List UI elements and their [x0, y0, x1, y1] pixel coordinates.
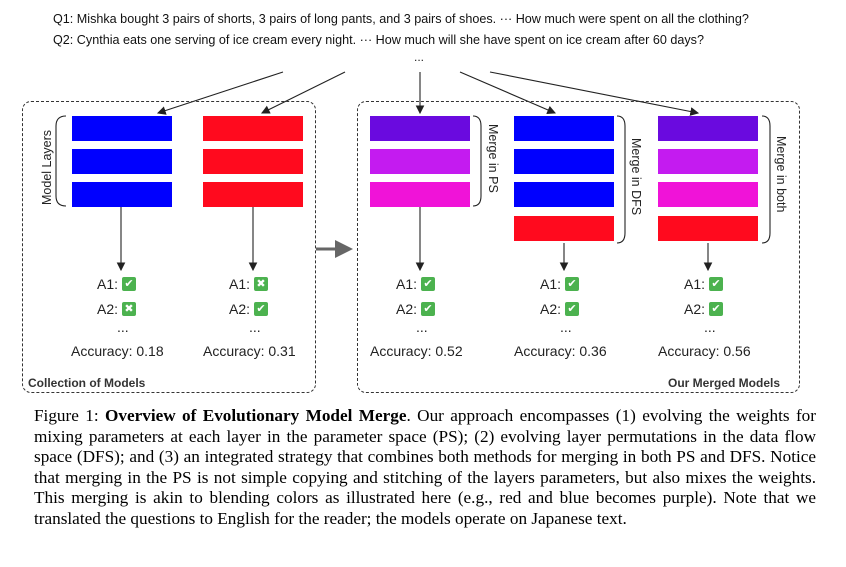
layer-bar — [514, 149, 614, 174]
layer-bar — [203, 116, 303, 141]
accuracy-label: Accuracy: 0.36 — [514, 343, 607, 359]
answer-label: A1: — [540, 276, 562, 292]
caption-prefix: Figure 1: — [34, 406, 106, 425]
answer-a2: A2: ✖ — [97, 301, 137, 317]
answer-label: A2: — [229, 301, 251, 317]
answer-a1: A1: ✔ — [97, 276, 137, 292]
check-mark-icon: ✔ — [122, 277, 137, 291]
layer-bar — [203, 182, 303, 207]
layer-bar — [72, 149, 172, 174]
arrow-q-to-m4 — [459, 71, 557, 114]
answer-label: A1: — [97, 276, 119, 292]
layer-bar — [514, 216, 614, 241]
answer-label: A2: — [396, 301, 418, 317]
answer-a2: A2: ✔ — [396, 301, 436, 317]
answer-label: A1: — [684, 276, 706, 292]
model-layers-label: Model Layers — [40, 129, 54, 205]
check-mark-icon: ✔ — [709, 277, 724, 291]
check-mark-icon: ✔ — [709, 302, 724, 316]
answer-a1: A1: ✔ — [540, 276, 580, 292]
arrow-q-to-m1 — [156, 71, 284, 115]
brace-merge-ps — [472, 115, 482, 207]
figure-caption: Figure 1: Overview of Evolutionary Model… — [34, 406, 816, 530]
question-2: Q2: Cynthia eats one serving of ice crea… — [53, 33, 704, 47]
cross-mark-icon: ✖ — [254, 277, 269, 291]
accuracy-label: Accuracy: 0.56 — [658, 343, 751, 359]
layer-bar — [370, 116, 470, 141]
check-mark-icon: ✔ — [565, 302, 580, 316]
answer-label: A1: — [229, 276, 251, 292]
answers-ellipsis: ... — [704, 319, 716, 335]
accuracy-label: Accuracy: 0.52 — [370, 343, 463, 359]
merged-label: Our Merged Models — [668, 376, 781, 390]
collection-panel — [22, 101, 316, 393]
merge-ps-label: Merge in PS — [486, 124, 500, 193]
answer-a1: A1: ✔ — [684, 276, 724, 292]
layer-bar — [203, 149, 303, 174]
answer-label: A2: — [540, 301, 562, 317]
arrow-q-to-m5 — [489, 71, 700, 116]
answers-ellipsis: ... — [416, 319, 428, 335]
question-ellipsis: ... — [414, 50, 425, 64]
answer-a1: A1: ✖ — [229, 276, 269, 292]
layer-bar — [514, 182, 614, 207]
accuracy-label: Accuracy: 0.18 — [71, 343, 164, 359]
accuracy-label: Accuracy: 0.31 — [203, 343, 296, 359]
layer-bar — [72, 116, 172, 141]
answer-a2: A2: ✔ — [229, 301, 269, 317]
answers-ellipsis: ... — [249, 319, 261, 335]
cross-mark-icon: ✖ — [122, 302, 137, 316]
layer-bar — [658, 116, 758, 141]
layer-bar — [658, 149, 758, 174]
answer-a2: A2: ✔ — [540, 301, 580, 317]
answer-label: A2: — [97, 301, 119, 317]
answer-label: A1: — [396, 276, 418, 292]
layer-bar — [370, 149, 470, 174]
layer-bar — [72, 182, 172, 207]
check-mark-icon: ✔ — [421, 277, 436, 291]
question-1: Q1: Mishka bought 3 pairs of shorts, 3 p… — [53, 12, 749, 26]
layer-bar — [658, 216, 758, 241]
layer-bar — [514, 116, 614, 141]
layer-bar — [370, 182, 470, 207]
merge-both-label: Merge in both — [774, 136, 788, 213]
brace-model-layers — [55, 115, 67, 207]
answer-label: A2: — [684, 301, 706, 317]
caption-title: Overview of Evolutionary Model Merge — [105, 406, 407, 425]
check-mark-icon: ✔ — [421, 302, 436, 316]
merged-panel — [357, 101, 800, 393]
answer-a1: A1: ✔ — [396, 276, 436, 292]
arrow-q-to-m2 — [261, 71, 346, 114]
collection-label: Collection of Models — [28, 376, 146, 390]
caption-body: . Our approach encompasses (1) evolving … — [34, 406, 817, 528]
answer-a2: A2: ✔ — [684, 301, 724, 317]
check-mark-icon: ✔ — [254, 302, 269, 316]
check-mark-icon: ✔ — [565, 277, 580, 291]
merge-dfs-label: Merge in DFS — [629, 138, 643, 216]
answers-ellipsis: ... — [117, 319, 129, 335]
answers-ellipsis: ... — [560, 319, 572, 335]
layer-bar — [658, 182, 758, 207]
brace-merge-dfs — [616, 115, 626, 244]
brace-merge-both — [761, 115, 771, 244]
